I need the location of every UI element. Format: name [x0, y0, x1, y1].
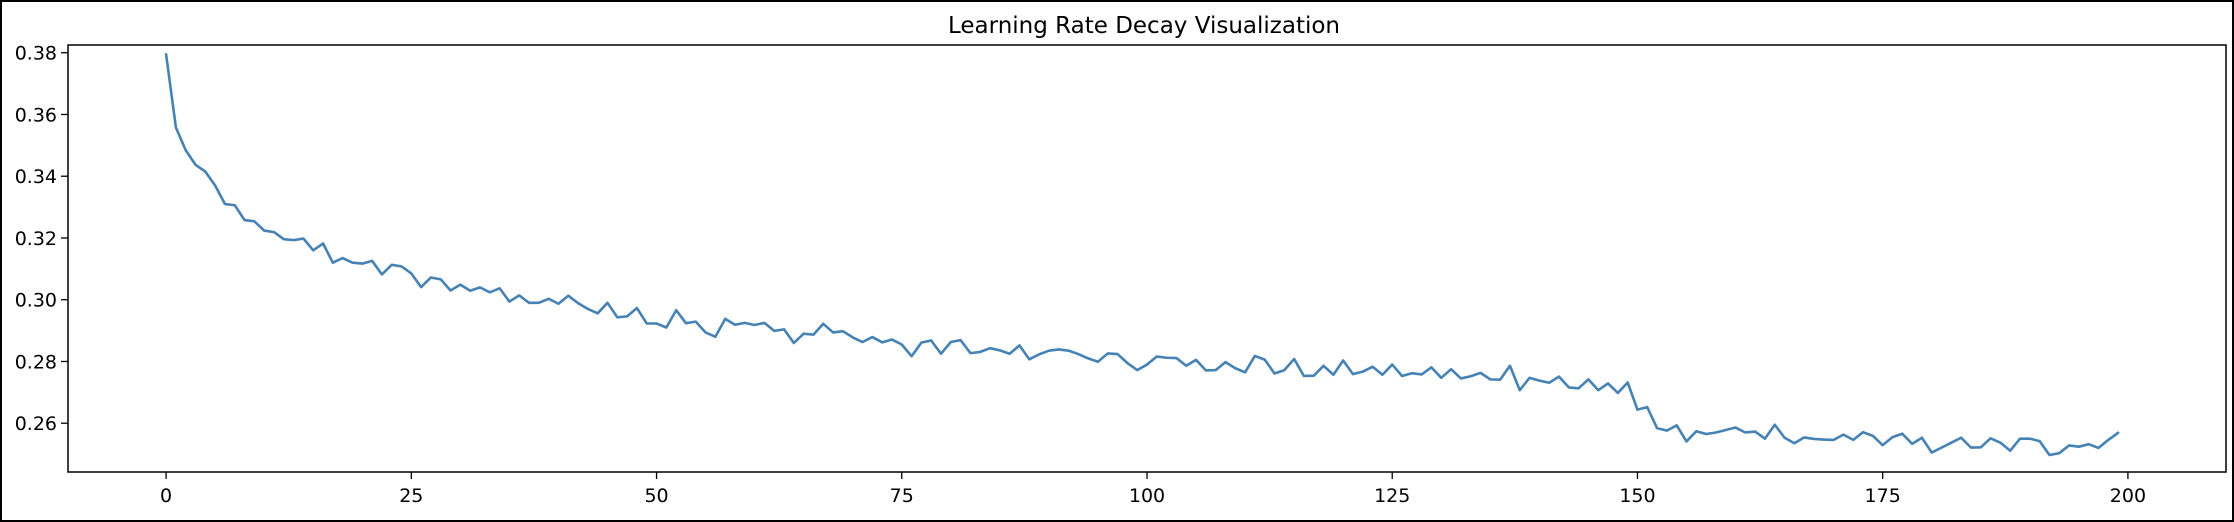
- x-tick-label: 25: [399, 485, 423, 507]
- y-tick-label: 0.30: [15, 290, 57, 312]
- plot-area: 0 25 50 75 100 125 150 175 200 0.26 0.28 0.30 0.32 0.…: [15, 43, 2227, 507]
- x-tick-label: 150: [1619, 485, 1655, 507]
- chart-title: Learning Rate Decay Visualization: [948, 13, 1340, 39]
- x-tick-label: 175: [1865, 485, 1901, 507]
- y-tick-label: 0.36: [15, 104, 57, 126]
- x-tick-label: 75: [890, 485, 914, 507]
- x-tick-label: 100: [1129, 485, 1165, 507]
- series-line-0: [164, 52, 2120, 457]
- y-tick-label: 0.26: [15, 413, 57, 435]
- x-tick-label: 125: [1374, 485, 1410, 507]
- y-tick-label: 0.28: [15, 351, 57, 373]
- y-tick-label: 0.34: [15, 166, 57, 188]
- y-tick-label: 0.38: [15, 43, 57, 65]
- x-tick-label: 0: [160, 485, 172, 507]
- x-tick-label: 50: [644, 485, 668, 507]
- y-tick-label: 0.32: [15, 228, 57, 250]
- x-tick-label: 200: [2110, 485, 2146, 507]
